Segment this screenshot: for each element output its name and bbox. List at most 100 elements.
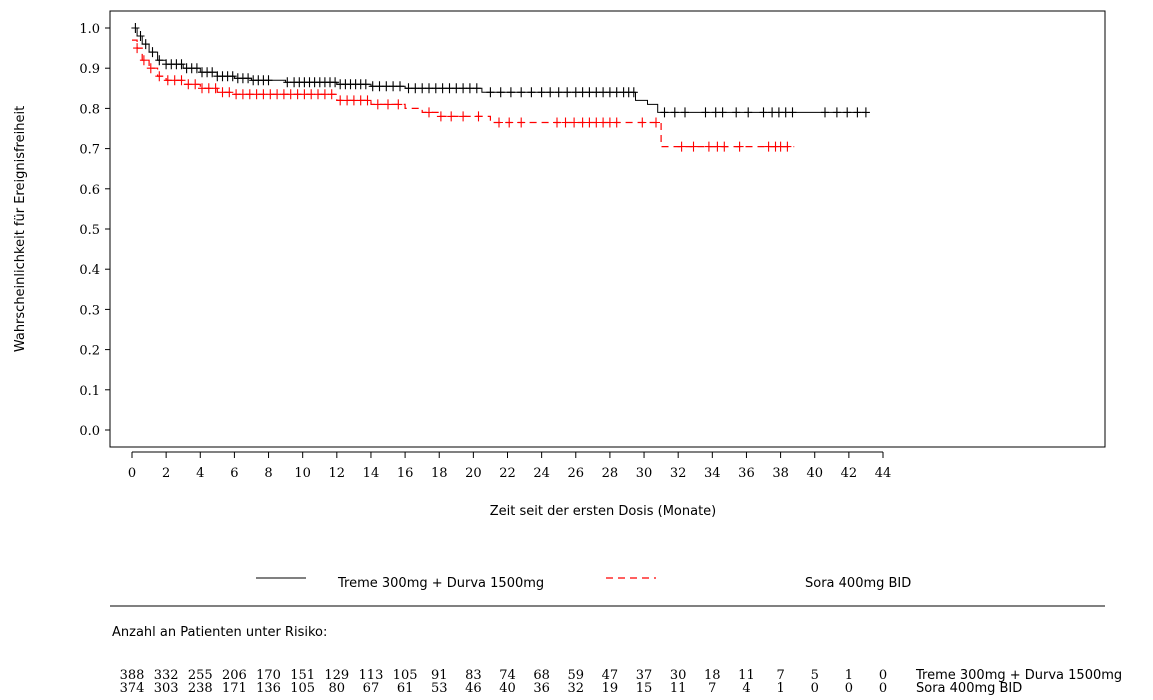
censor-mark: [732, 107, 741, 118]
censor-mark: [320, 89, 329, 100]
censor-mark: [155, 71, 164, 82]
censor-mark: [783, 141, 792, 152]
y-axis-label: Wahrscheinlichkeit für Ereignisfreiheit: [13, 106, 28, 352]
risk-value: 36: [533, 681, 550, 696]
censor-mark: [853, 107, 862, 118]
risk-value: 40: [499, 681, 516, 696]
censor-mark: [363, 95, 372, 106]
risk-value: 61: [397, 681, 414, 696]
censor-mark: [505, 117, 514, 128]
censor-mark: [170, 75, 179, 86]
censor-mark: [431, 83, 440, 94]
risk-value: 83: [465, 668, 482, 683]
censor-mark: [681, 107, 689, 118]
censor-mark: [459, 83, 468, 94]
censor-mark: [436, 111, 445, 122]
censor-marks-treme: [131, 23, 870, 118]
x-tick-label: 40: [806, 466, 823, 481]
censor-mark: [177, 59, 186, 70]
series-layer: [131, 23, 870, 152]
risk-value: 30: [670, 668, 687, 683]
risk-value: 19: [602, 681, 619, 696]
x-tick-label: 8: [264, 466, 272, 481]
censor-mark: [177, 75, 186, 86]
censor-mark: [184, 79, 193, 90]
censor-mark: [599, 87, 608, 98]
censor-mark: [759, 107, 768, 118]
censor-mark: [517, 87, 526, 98]
censor-mark: [293, 89, 302, 100]
censor-mark: [465, 83, 474, 94]
censor-mark: [163, 75, 172, 86]
censor-mark: [832, 107, 841, 118]
risk-value: 80: [329, 681, 346, 696]
legend-label-sora: Sora 400mg BID: [805, 576, 911, 591]
risk-value: 53: [431, 681, 448, 696]
censor-mark: [821, 107, 829, 118]
censor-mark: [486, 87, 495, 98]
risk-value: 68: [533, 668, 550, 683]
censor-mark: [264, 75, 273, 86]
censor-mark: [701, 107, 710, 118]
y-tick-label: 0.7: [79, 143, 100, 158]
censor-mark: [146, 63, 155, 74]
censor-mark: [382, 81, 391, 92]
censor-mark: [131, 23, 140, 33]
censor-mark: [279, 89, 288, 100]
censor-marks-sora: [133, 43, 792, 152]
censor-mark: [373, 99, 382, 110]
censor-mark: [141, 39, 150, 50]
y-tick-label: 0.1: [79, 384, 100, 399]
censor-mark: [211, 83, 220, 94]
series-line-treme: [132, 27, 866, 113]
y-tick-label: 0.0: [79, 424, 100, 439]
censor-mark: [571, 87, 580, 98]
risk-value: 129: [324, 668, 349, 683]
censor-mark: [459, 111, 468, 122]
censor-mark: [713, 141, 722, 152]
censor-mark: [389, 81, 398, 92]
x-tick-label: 20: [465, 466, 482, 481]
risk-value: 105: [290, 681, 315, 696]
censor-mark: [843, 107, 852, 118]
censor-mark: [133, 43, 142, 54]
censor-mark: [252, 89, 261, 100]
censor-mark: [273, 89, 282, 100]
censor-mark: [148, 47, 157, 58]
y-tick-label: 0.4: [79, 263, 100, 278]
x-tick-label: 4: [196, 466, 204, 481]
risk-value: 11: [670, 681, 687, 696]
censor-mark: [605, 117, 614, 128]
censor-mark: [605, 87, 614, 98]
censor-mark: [314, 89, 322, 100]
risk-value: 47: [602, 668, 619, 683]
risk-value: 1: [845, 668, 853, 683]
censor-mark: [495, 117, 503, 128]
censor-mark: [136, 31, 145, 41]
risk-value: 1: [776, 681, 784, 696]
censor-mark: [578, 117, 587, 128]
risk-value: 59: [567, 668, 584, 683]
censor-mark: [720, 141, 729, 152]
censor-mark: [228, 71, 237, 82]
censor-mark: [578, 87, 587, 98]
censor-mark: [735, 141, 744, 152]
censor-mark: [204, 83, 213, 94]
x-tick-label: 24: [533, 466, 550, 481]
series-line-sora: [132, 39, 795, 148]
censor-mark: [704, 141, 713, 152]
censor-mark: [612, 117, 621, 128]
censor-mark: [384, 99, 392, 110]
risk-value: 37: [636, 668, 653, 683]
risk-value: 67: [363, 681, 380, 696]
censor-mark: [517, 117, 526, 128]
risk-value: 171: [222, 681, 247, 696]
risk-value: 0: [879, 681, 887, 696]
censor-mark: [139, 55, 148, 66]
risk-value: 46: [465, 681, 482, 696]
censor-mark: [336, 95, 345, 106]
risk-value: 15: [636, 681, 653, 696]
risk-value: 105: [393, 668, 418, 683]
censor-mark: [527, 87, 536, 98]
